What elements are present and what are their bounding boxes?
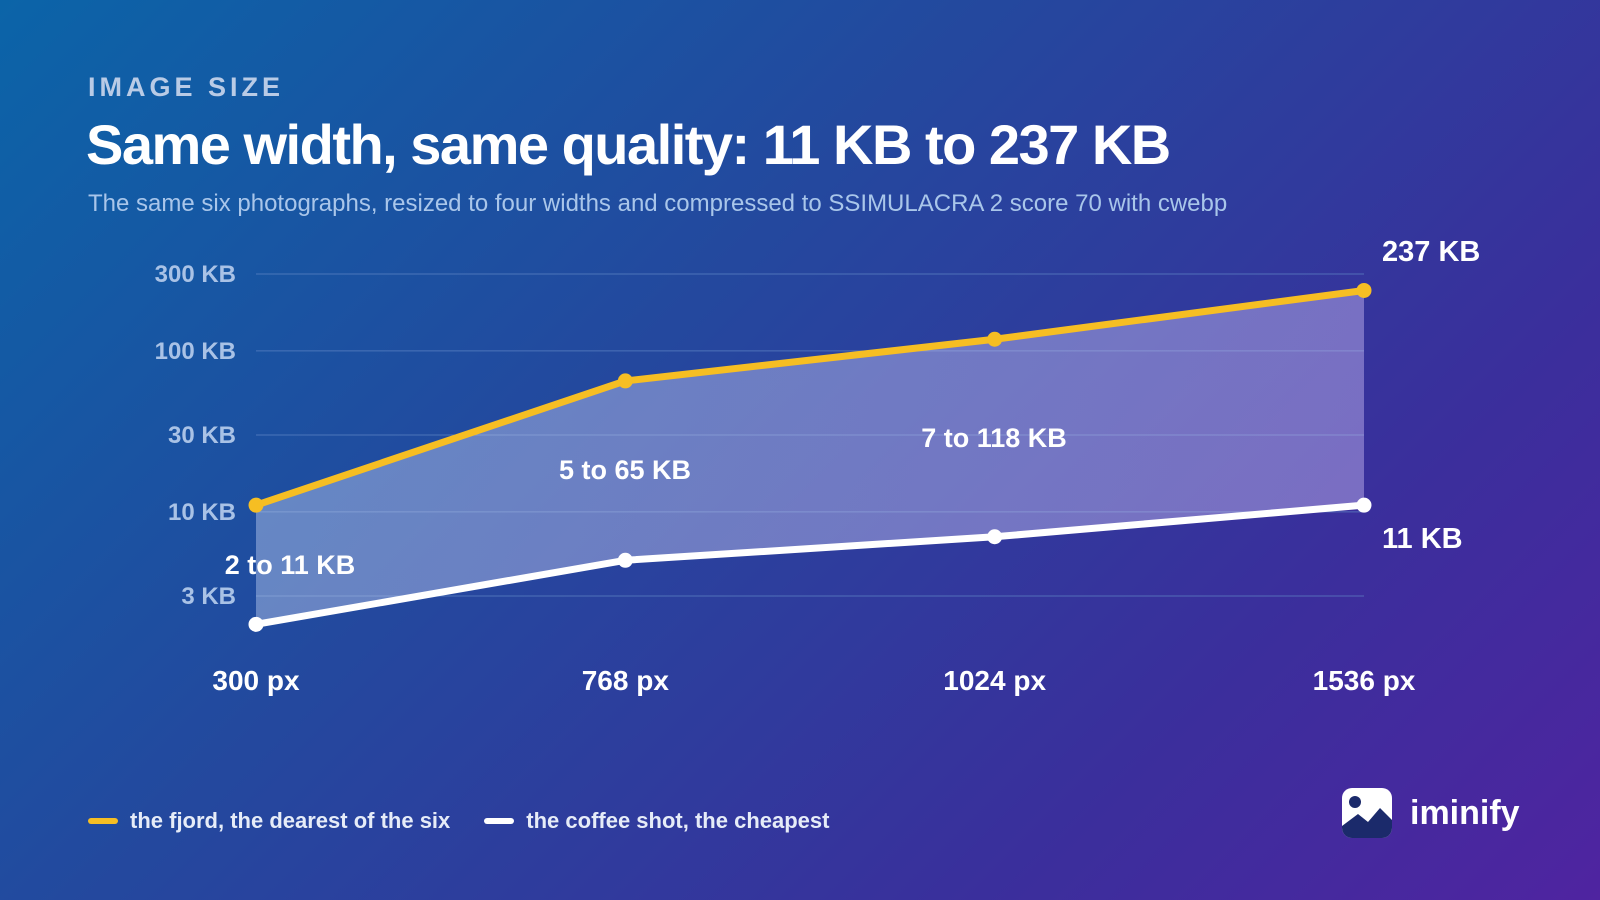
legend-label-coffee: the coffee shot, the cheapest [526, 808, 830, 833]
data-point-coffee [987, 529, 1003, 545]
legend-swatch-fjord [88, 818, 118, 824]
series-line-fjord [252, 286, 1368, 509]
y-tick-label: 3 KB [181, 583, 236, 610]
data-point-fjord [617, 373, 633, 389]
y-tick-label: 300 KB [155, 261, 236, 288]
image-icon [1342, 788, 1392, 838]
end-label: 11 KB [1382, 523, 1463, 555]
series-line-coffee [252, 501, 1368, 628]
legend-swatch-coffee [484, 818, 515, 824]
chart-subtitle: The same six photographs, resized to fou… [88, 190, 1228, 217]
data-point-coffee [248, 616, 264, 632]
data-points [248, 282, 1372, 632]
data-point-coffee [1356, 497, 1372, 513]
range-label: 2 to 11 KB [225, 550, 356, 580]
y-tick-label: 30 KB [168, 422, 236, 449]
range-label: 7 to 118 KB [921, 423, 1067, 453]
chart-title: Same width, same quality: 11 KB to 237 K… [86, 113, 1171, 176]
x-tick-label: 1536 px [1313, 665, 1416, 696]
brand-name: iminify [1410, 793, 1520, 832]
brand-logo: iminify [1342, 788, 1520, 838]
chart-labels: 300 KB 100 KB 30 KB 10 KB 3 KB 300 px 768 px 10… [155, 236, 1481, 696]
range-label: 5 to 65 KB [559, 455, 691, 485]
range-band [256, 290, 1364, 625]
legend-label-fjord: the fjord, the dearest of the six [130, 808, 451, 833]
x-tick-label: 768 px [582, 665, 670, 696]
y-tick-label: 100 KB [155, 338, 236, 365]
x-tick-label: 300 px [212, 665, 300, 696]
y-tick-label: 10 KB [168, 499, 236, 526]
x-tick-label: 1024 px [943, 665, 1046, 696]
data-point-coffee [617, 552, 633, 568]
data-point-fjord [987, 331, 1003, 347]
data-point-fjord [248, 497, 264, 513]
range-band-area [256, 290, 1364, 625]
eyebrow-label: IMAGE SIZE [88, 72, 285, 102]
series-lines [252, 286, 1368, 628]
legend-item-coffee: the coffee shot, the cheapest [484, 808, 829, 834]
legend: the fjord, the dearest of the six the co… [88, 808, 863, 834]
data-point-fjord [1356, 282, 1372, 298]
end-label: 237 KB [1382, 236, 1480, 268]
legend-item-fjord: the fjord, the dearest of the six [88, 808, 450, 834]
